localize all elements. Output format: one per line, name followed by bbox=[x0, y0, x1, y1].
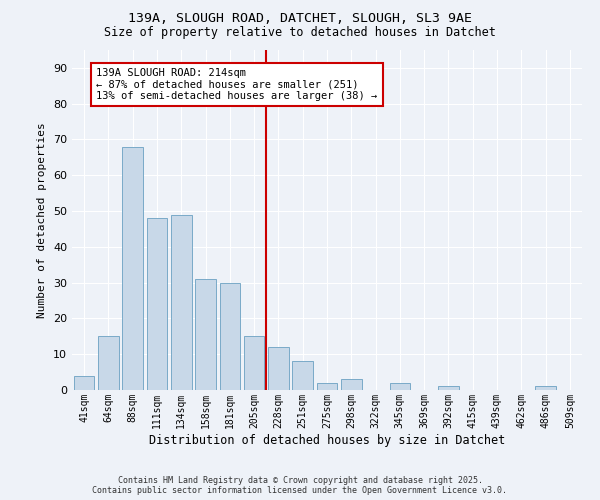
Y-axis label: Number of detached properties: Number of detached properties bbox=[37, 122, 47, 318]
Bar bbox=[438, 386, 459, 390]
Bar bbox=[74, 376, 94, 390]
Bar bbox=[535, 386, 556, 390]
Text: 139A SLOUGH ROAD: 214sqm
← 87% of detached houses are smaller (251)
13% of semi-: 139A SLOUGH ROAD: 214sqm ← 87% of detach… bbox=[96, 68, 377, 101]
Bar bbox=[220, 282, 240, 390]
X-axis label: Distribution of detached houses by size in Datchet: Distribution of detached houses by size … bbox=[149, 434, 505, 446]
Bar bbox=[341, 380, 362, 390]
Bar bbox=[389, 383, 410, 390]
Bar bbox=[122, 146, 143, 390]
Bar bbox=[244, 336, 265, 390]
Bar bbox=[292, 362, 313, 390]
Bar bbox=[98, 336, 119, 390]
Text: Contains HM Land Registry data © Crown copyright and database right 2025.
Contai: Contains HM Land Registry data © Crown c… bbox=[92, 476, 508, 495]
Bar bbox=[171, 214, 191, 390]
Bar bbox=[317, 383, 337, 390]
Bar bbox=[268, 347, 289, 390]
Bar bbox=[146, 218, 167, 390]
Text: 139A, SLOUGH ROAD, DATCHET, SLOUGH, SL3 9AE: 139A, SLOUGH ROAD, DATCHET, SLOUGH, SL3 … bbox=[128, 12, 472, 26]
Bar bbox=[195, 279, 216, 390]
Text: Size of property relative to detached houses in Datchet: Size of property relative to detached ho… bbox=[104, 26, 496, 39]
